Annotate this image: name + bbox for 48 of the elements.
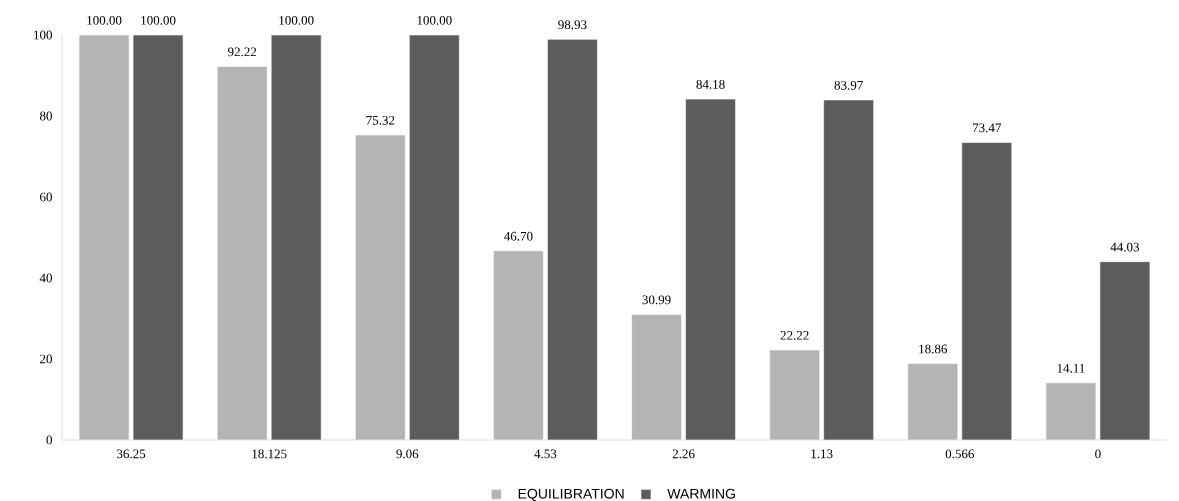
x-tick-label: 1.13 (811, 449, 833, 459)
data-label: 100.00 (87, 15, 122, 25)
bar (961, 142, 1013, 441)
data-label: 46.70 (504, 231, 533, 241)
bar (823, 99, 874, 441)
bar (1099, 261, 1151, 441)
x-tick-label: 9.06 (396, 449, 419, 459)
bar (547, 39, 598, 441)
data-label: 100.00 (141, 15, 176, 25)
legend-label: WARMING (667, 488, 735, 499)
bar (1045, 382, 1097, 441)
data-label: 92.22 (227, 47, 257, 57)
x-tick-label: 4.53 (534, 449, 557, 459)
x-tick-label: 0 (1095, 449, 1101, 459)
bar (409, 34, 460, 441)
y-tick-label: 0 (46, 435, 52, 445)
y-tick-label: 100 (34, 30, 52, 40)
data-label: 98.93 (558, 20, 587, 30)
data-label: 75.32 (366, 115, 395, 125)
x-tick-label: 18.125 (252, 449, 287, 459)
x-tick-label: 0.566 (945, 449, 975, 459)
bar (769, 349, 820, 441)
bar (216, 66, 268, 441)
data-label: 73.47 (973, 123, 1002, 133)
data-label: 14.11 (1057, 363, 1085, 373)
y-tick-label: 20 (40, 354, 52, 364)
data-label: 100.00 (279, 15, 314, 25)
bar (631, 314, 682, 441)
x-tick-label: 2.26 (672, 449, 695, 459)
data-label: 100.00 (417, 15, 452, 25)
bar (270, 34, 322, 441)
bar (78, 34, 130, 441)
x-tick-label: 36.25 (117, 449, 146, 459)
data-label: 83.97 (834, 80, 863, 90)
y-tick-label: 60 (40, 192, 52, 202)
bar (132, 34, 184, 441)
y-tick-label: 40 (39, 273, 52, 283)
data-label: 22.22 (780, 331, 809, 340)
legend-label: EQUILIBRATION (518, 488, 624, 501)
bar (355, 134, 406, 441)
data-label: 44.03 (1110, 242, 1140, 252)
y-tick-label: 80 (39, 111, 52, 121)
bar (907, 363, 959, 441)
data-label: 84.18 (696, 80, 725, 89)
data-label: 18.86 (919, 344, 948, 354)
data-label: 30.99 (642, 295, 671, 305)
bar (493, 250, 544, 441)
bar (685, 98, 736, 441)
